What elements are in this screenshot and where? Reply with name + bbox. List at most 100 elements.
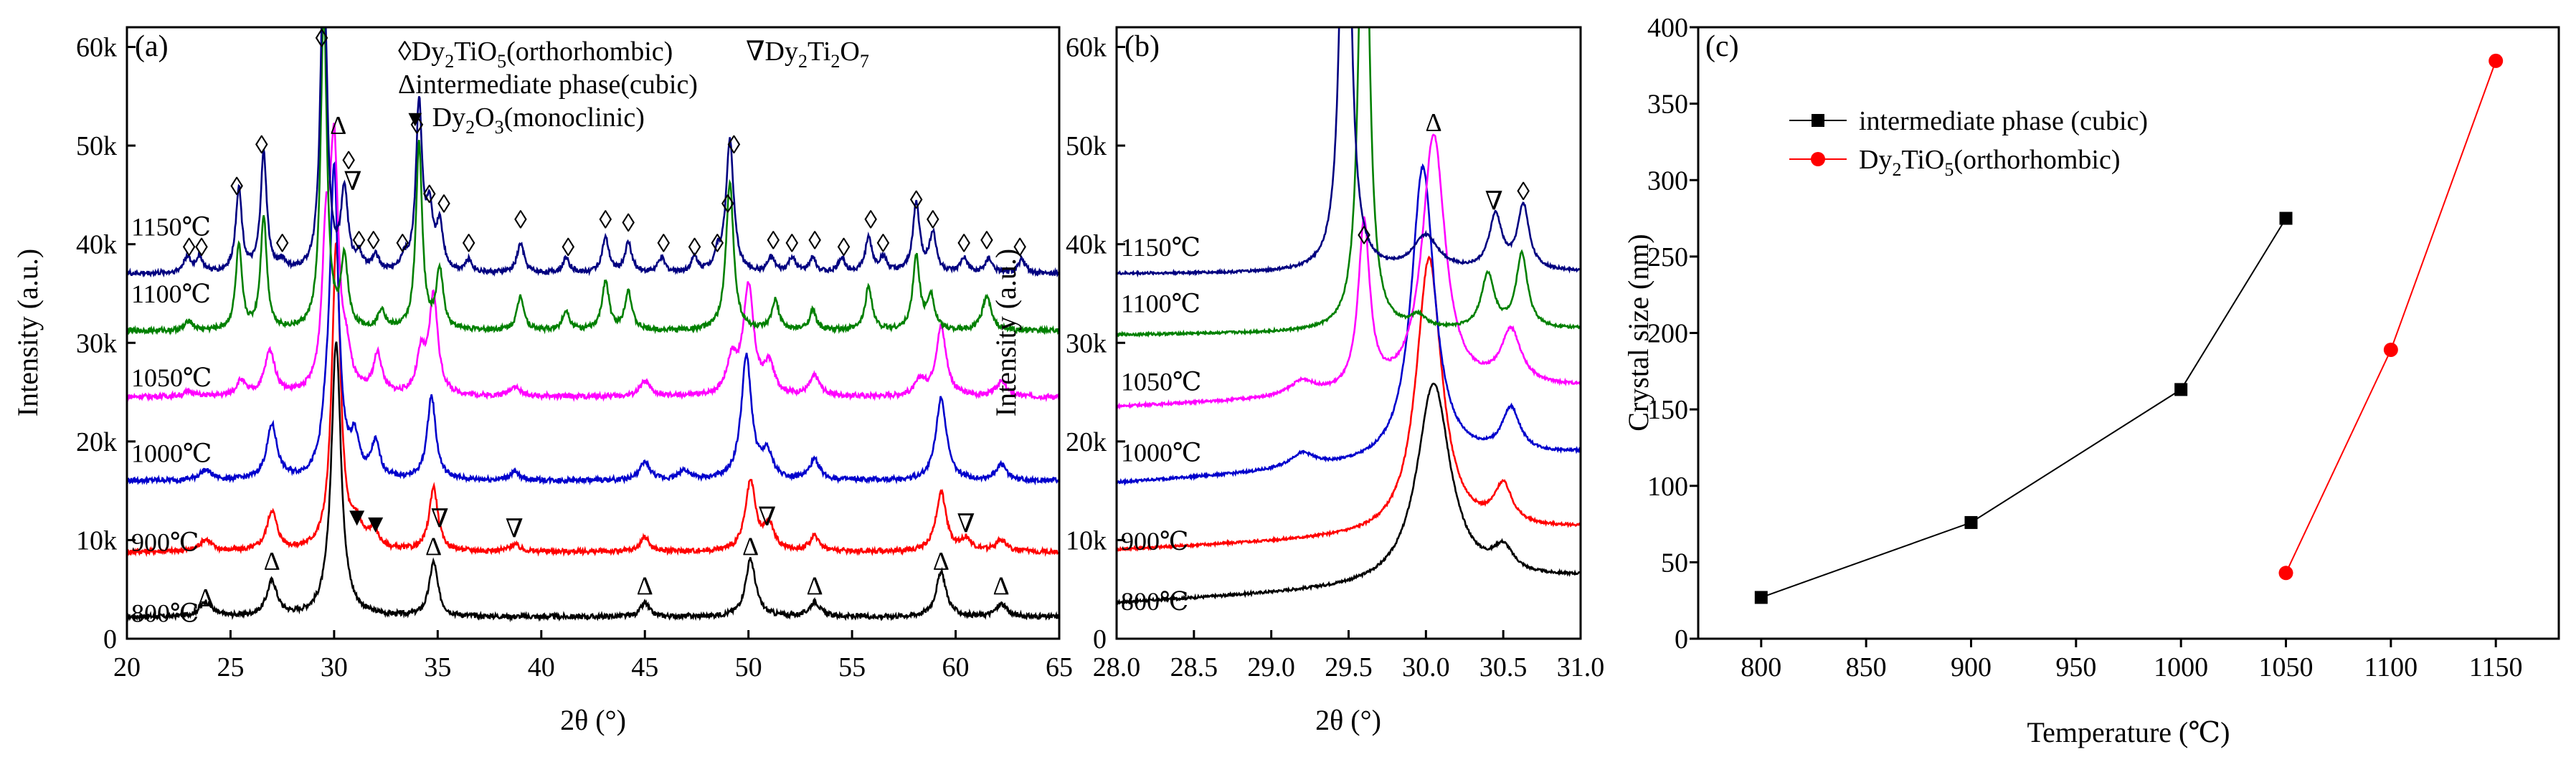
legend-intermediate-phase-cubic: Δintermediate phase(cubic)	[398, 70, 698, 100]
xrd-curve-1150c	[1117, 27, 1581, 278]
peak-marker-nabla-icon: ∇	[506, 514, 524, 543]
legend-square-icon	[1812, 114, 1824, 127]
y-tick-label: 40k	[76, 230, 117, 260]
x-tick-label: 1150	[2469, 652, 2523, 682]
x-tick-label: 30.0	[1402, 652, 1450, 682]
y-tick-label: 350	[1647, 90, 1688, 120]
y-tick-label: 50k	[1066, 131, 1107, 161]
peak-marker-delta-icon: Δ	[742, 532, 759, 561]
panel-b-x-ticks: 28.0 28.5 29.0 29.5 30.0 30.5 31.0	[1093, 630, 1604, 682]
legend-filled-triangle-icon: ▼	[404, 105, 427, 131]
peak-marker-diamond-icon: ◊	[230, 172, 243, 201]
peak-marker-diamond-icon: ◊	[957, 229, 970, 258]
x-tick-label: 40	[528, 652, 555, 682]
peak-marker-diamond-icon: ◊	[657, 229, 670, 258]
x-tick-label: 1100	[2364, 652, 2418, 682]
panel-c-x-axis-title: Temperature (℃)	[2027, 716, 2230, 748]
data-point-square	[2279, 211, 2293, 225]
temperature-label-1000c: 1000℃	[131, 439, 212, 468]
x-tick-label: 30	[321, 652, 348, 682]
temperature-label-900c: 900℃	[131, 528, 199, 557]
xrd-curve-800c	[126, 341, 1061, 623]
x-tick-label: 28.5	[1170, 652, 1218, 682]
panel-a-legend: ◊Dy2TiO5(orthorhombic) ∇Dy2Ti2O7 Δinterm…	[398, 37, 869, 138]
data-point-circle	[2278, 566, 2293, 581]
y-tick-label: 30k	[76, 328, 117, 358]
panel-c-legend: intermediate phase (cubic) Dy2TiO5(ortho…	[1789, 106, 2148, 180]
y-tick-label: 250	[1647, 242, 1688, 272]
x-tick-label: 30.5	[1479, 652, 1528, 682]
temperature-label-900c: 900℃	[1121, 527, 1188, 556]
x-tick-label: 20	[113, 652, 141, 682]
data-point-circle	[2383, 342, 2398, 357]
peak-marker-diamond-icon: ◊	[437, 190, 450, 219]
peak-marker-diamond-icon: ◊	[255, 130, 268, 159]
peak-marker-diamond-icon: ◊	[353, 227, 366, 255]
panel-b-y-ticks: 0 10k 20k 30k 40k 50k 60k	[1066, 33, 1125, 654]
panel-b-peak-markers: Δ ◊ ∇ ◊	[1358, 108, 1530, 249]
x-tick-label: 45	[631, 652, 658, 682]
y-tick-label: 0	[103, 624, 117, 654]
peak-marker-diamond-icon: ◊	[463, 229, 475, 258]
panel-c-x-ticks: 800 850 900 950 1000 1050 1100 1150	[1741, 639, 2522, 682]
panel-a-curves	[126, 26, 1061, 623]
x-tick-label: 800	[1741, 652, 1781, 682]
temperature-label-1150c: 1150℃	[131, 212, 211, 241]
peak-marker-diamond-icon: ◊	[367, 227, 380, 255]
x-tick-label: 65	[1046, 652, 1073, 682]
peak-marker-diamond-icon: ◊	[688, 233, 701, 262]
peak-marker-nabla-icon: ∇	[758, 503, 776, 531]
panel-a-xrd-full-range: ◊ ◊◊◊◊◊◊∇◊ ◊ ◊◊◊ ◊◊◊◊◊ ◊◊ ◊ ◊◊◊◊ ◊ ◊ ◊◊◊◊◊◊ ◊ ◊Δ▼▼ ∇ ∇…	[11, 24, 1073, 736]
peak-marker-delta-icon: Δ	[197, 584, 214, 612]
y-tick-label: 20k	[76, 427, 117, 457]
x-tick-label: 900	[1951, 652, 1992, 682]
y-tick-label: 100	[1647, 472, 1688, 502]
x-tick-label: 1050	[2259, 652, 2314, 682]
y-tick-label: 60k	[76, 33, 117, 63]
panel-c-series	[1754, 53, 2504, 604]
peak-marker-diamond-icon: ◊	[195, 233, 208, 262]
x-tick-label: 25	[217, 652, 244, 682]
temperature-label-1000c: 1000℃	[1121, 438, 1201, 467]
peak-marker-diamond-icon: ◊	[711, 229, 724, 258]
peak-marker-diamond-icon: ◊	[785, 229, 798, 258]
peak-marker-delta-icon: Δ	[807, 571, 823, 600]
panel-b-label: (b)	[1124, 30, 1160, 63]
legend-circle-icon	[1811, 152, 1825, 166]
series-line-intermediate-phase-cubic	[1761, 218, 2287, 599]
y-tick-label: 60k	[1066, 33, 1107, 63]
y-tick-label: 50k	[76, 131, 117, 161]
peak-marker-diamond-icon: ◊	[411, 111, 424, 140]
y-tick-label: 10k	[76, 525, 117, 556]
y-tick-label: 150	[1647, 395, 1688, 425]
temperature-label-1050c: 1050℃	[131, 363, 212, 392]
peak-marker-filled-triangle-icon: ▼	[363, 509, 389, 538]
peak-marker-diamond-icon: ◊	[864, 206, 877, 234]
x-tick-label: 35	[424, 652, 451, 682]
temperature-label-1150c: 1150℃	[1121, 233, 1201, 262]
peak-marker-diamond-icon: ◊	[877, 229, 890, 258]
x-tick-label: 29.0	[1247, 652, 1295, 682]
y-tick-label: 50	[1661, 548, 1688, 578]
peak-marker-diamond-icon: ◊	[1013, 233, 1026, 262]
peak-marker-delta-icon: Δ	[637, 571, 653, 600]
xrd-curve-1100c	[126, 26, 1061, 336]
peak-marker-diamond-icon: ◊	[1358, 222, 1370, 250]
y-tick-label: 40k	[1066, 230, 1107, 260]
panel-c-y-ticks: 0 50 100 150 200 250 300 350 400	[1647, 13, 1698, 654]
y-tick-label: 200	[1647, 319, 1688, 349]
xrd-curve-1150c	[126, 26, 1061, 278]
peak-marker-diamond-icon: ◊	[910, 186, 923, 214]
xrd-curve-1000c	[1117, 163, 1581, 487]
y-tick-label: 0	[1675, 624, 1688, 654]
data-point-circle	[2489, 53, 2504, 68]
panel-a-frame	[126, 26, 1061, 640]
temperature-label-800c: 800℃	[131, 599, 199, 628]
xrd-curve-900c	[126, 240, 1060, 558]
peak-marker-diamond-icon: ◊	[316, 24, 328, 53]
legend-dy2ti2o7: ∇Dy2Ti2O7	[746, 37, 869, 72]
y-tick-label: 0	[1093, 624, 1107, 654]
xrd-curve-800c	[1117, 382, 1581, 606]
peak-marker-diamond-icon: ◊	[183, 233, 196, 262]
